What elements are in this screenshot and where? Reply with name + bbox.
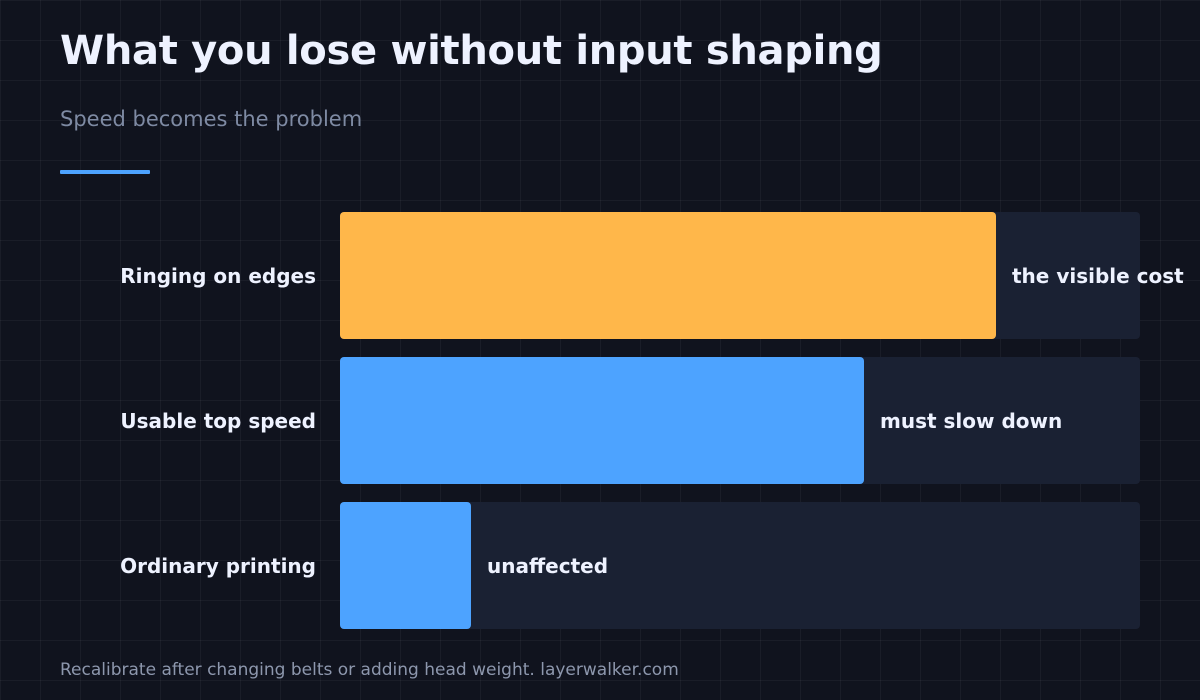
chart-title: What you lose without input shaping [60,28,883,74]
bar-value-label: must slow down [880,408,1063,433]
bar-row: Ringing on edges the visible cost [0,212,1200,339]
bar [340,357,864,484]
bar-value-label: unaffected [487,553,609,578]
bar [340,212,996,339]
category-label: Ringing on edges [120,263,316,288]
bar-value-label: the visible cost [1012,263,1184,288]
bar-track [340,502,1140,629]
accent-divider [60,170,150,174]
category-label: Ordinary printing [120,553,316,578]
bar-row: Ordinary printing unaffected [0,502,1200,629]
bar-row: Usable top speed must slow down [0,357,1200,484]
category-label: Usable top speed [120,408,316,433]
footer-note: Recalibrate after changing belts or addi… [60,660,679,680]
bar [340,502,471,629]
chart-subtitle: Speed becomes the problem [60,107,363,131]
